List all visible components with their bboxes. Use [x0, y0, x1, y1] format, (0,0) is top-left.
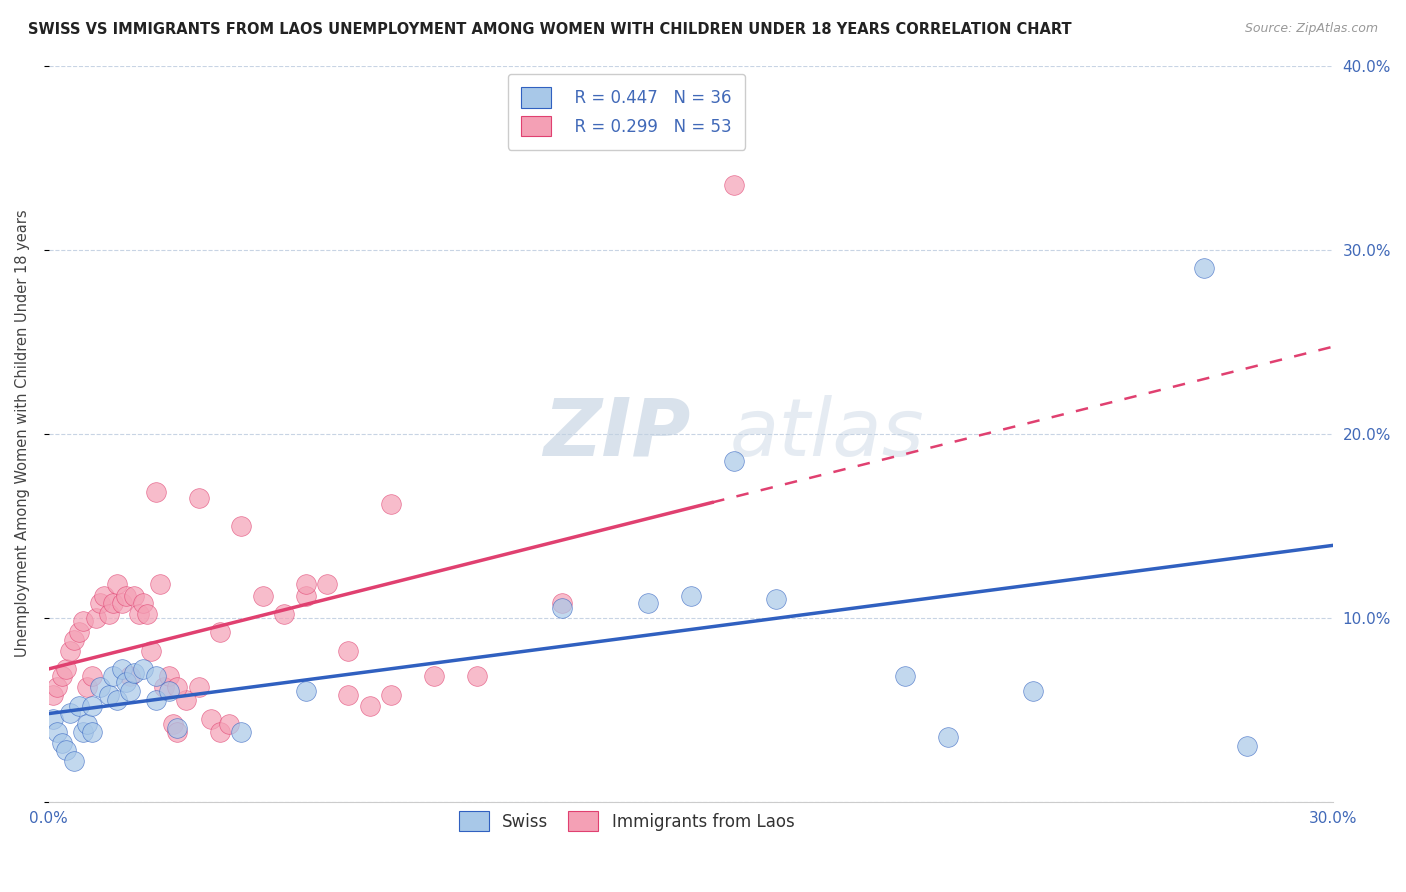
Point	[166, 721, 188, 735]
Point	[316, 577, 339, 591]
Point	[149, 577, 172, 591]
Point	[136, 607, 159, 621]
Point	[141, 643, 163, 657]
Point	[294, 684, 316, 698]
Point	[72, 724, 94, 739]
Point	[337, 688, 360, 702]
Point	[273, 607, 295, 621]
Point	[105, 577, 128, 591]
Point	[89, 681, 111, 695]
Legend: Swiss, Immigrants from Laos: Swiss, Immigrants from Laos	[446, 797, 807, 845]
Point	[723, 454, 745, 468]
Point	[124, 589, 146, 603]
Point	[359, 698, 381, 713]
Point	[723, 178, 745, 193]
Point	[124, 665, 146, 680]
Point	[208, 724, 231, 739]
Point	[128, 607, 150, 621]
Point	[218, 717, 240, 731]
Point	[51, 736, 73, 750]
Point	[46, 724, 69, 739]
Point	[46, 681, 69, 695]
Text: SWISS VS IMMIGRANTS FROM LAOS UNEMPLOYMENT AMONG WOMEN WITH CHILDREN UNDER 18 YE: SWISS VS IMMIGRANTS FROM LAOS UNEMPLOYME…	[28, 22, 1071, 37]
Point	[55, 743, 77, 757]
Point	[187, 491, 209, 505]
Point	[51, 669, 73, 683]
Point	[187, 681, 209, 695]
Point	[166, 724, 188, 739]
Point	[42, 712, 65, 726]
Point	[59, 643, 82, 657]
Point	[231, 724, 253, 739]
Point	[80, 698, 103, 713]
Point	[97, 688, 120, 702]
Point	[105, 693, 128, 707]
Point	[252, 589, 274, 603]
Point	[114, 675, 136, 690]
Point	[101, 669, 124, 683]
Point	[551, 601, 574, 615]
Point	[110, 662, 132, 676]
Point	[89, 596, 111, 610]
Point	[76, 717, 98, 731]
Point	[145, 485, 167, 500]
Point	[80, 669, 103, 683]
Point	[120, 669, 142, 683]
Point	[76, 681, 98, 695]
Point	[97, 607, 120, 621]
Point	[132, 596, 155, 610]
Point	[67, 625, 90, 640]
Point	[145, 669, 167, 683]
Point	[72, 614, 94, 628]
Point	[679, 589, 702, 603]
Point	[55, 662, 77, 676]
Point	[153, 681, 176, 695]
Point	[114, 589, 136, 603]
Point	[157, 669, 180, 683]
Point	[157, 684, 180, 698]
Point	[63, 754, 86, 768]
Point	[63, 632, 86, 647]
Point	[936, 730, 959, 744]
Point	[166, 681, 188, 695]
Point	[380, 688, 402, 702]
Point	[637, 596, 659, 610]
Text: Source: ZipAtlas.com: Source: ZipAtlas.com	[1244, 22, 1378, 36]
Point	[59, 706, 82, 721]
Point	[294, 577, 316, 591]
Point	[200, 712, 222, 726]
Point	[67, 698, 90, 713]
Point	[101, 596, 124, 610]
Point	[465, 669, 488, 683]
Point	[42, 688, 65, 702]
Text: atlas: atlas	[730, 394, 924, 473]
Point	[80, 724, 103, 739]
Y-axis label: Unemployment Among Women with Children Under 18 years: Unemployment Among Women with Children U…	[15, 210, 30, 657]
Point	[162, 717, 184, 731]
Point	[1236, 739, 1258, 754]
Point	[145, 693, 167, 707]
Point	[93, 589, 115, 603]
Point	[551, 596, 574, 610]
Point	[231, 518, 253, 533]
Point	[337, 643, 360, 657]
Point	[423, 669, 446, 683]
Point	[132, 662, 155, 676]
Point	[380, 496, 402, 510]
Text: ZIP: ZIP	[543, 394, 690, 473]
Point	[1194, 260, 1216, 275]
Point	[294, 589, 316, 603]
Point	[120, 684, 142, 698]
Point	[765, 592, 787, 607]
Point	[110, 596, 132, 610]
Point	[84, 610, 107, 624]
Point	[174, 693, 197, 707]
Point	[208, 625, 231, 640]
Point	[894, 669, 917, 683]
Point	[1022, 684, 1045, 698]
